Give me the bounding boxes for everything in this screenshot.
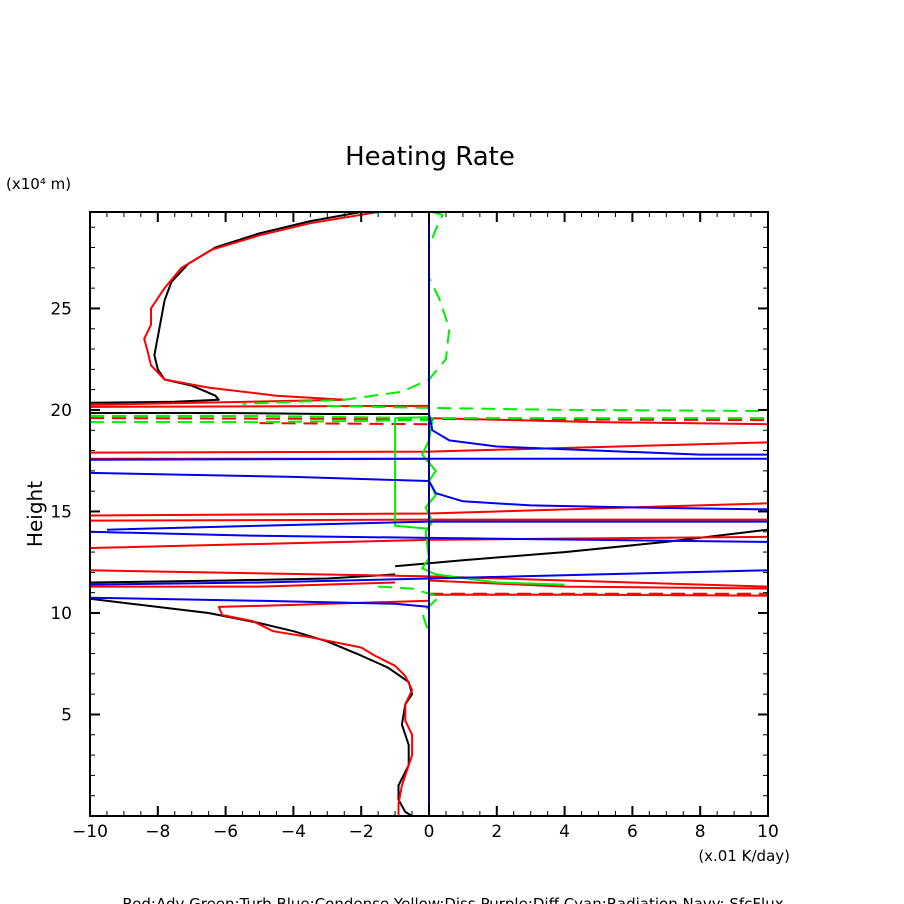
series-line-adv-h7 bbox=[429, 593, 768, 597]
series-line-condense-h3 bbox=[106, 520, 768, 531]
series-line-adv-h11 bbox=[90, 581, 396, 588]
x-tick-label: 0 bbox=[424, 822, 435, 842]
series-line-total-lower bbox=[90, 597, 414, 816]
x-tick-label: −2 bbox=[349, 822, 374, 842]
series-line-condense bbox=[428, 413, 768, 456]
x-axis-label: (x.01 K/day) bbox=[698, 847, 790, 865]
x-tick-label: −4 bbox=[281, 822, 306, 842]
series-line-total-cross3 bbox=[90, 573, 396, 584]
series-line-turb-h2 bbox=[90, 415, 768, 420]
series-line-condense-h6 bbox=[90, 596, 430, 608]
y-tick-labels: 5 10 15 20 25 bbox=[50, 299, 72, 725]
axes-layer bbox=[89, 211, 769, 817]
series-layer bbox=[90, 212, 768, 816]
x-tick-label: 2 bbox=[491, 822, 502, 842]
series-line-total-cross bbox=[395, 528, 768, 568]
series-line-adv bbox=[90, 212, 379, 406]
series-line-total bbox=[90, 212, 362, 404]
series-line-adv-h10 bbox=[428, 417, 768, 426]
x-tick-label: 4 bbox=[559, 822, 570, 842]
y-tick-label: 15 bbox=[50, 502, 72, 522]
series-line-turb-h3 bbox=[90, 419, 430, 424]
series-line-adv-h8 bbox=[428, 579, 768, 590]
y-tick-label: 20 bbox=[50, 401, 72, 421]
series-line-condense-h2 bbox=[90, 471, 768, 511]
series-line-turb-box bbox=[394, 416, 430, 530]
series-line-adv-dash-mid bbox=[259, 422, 430, 426]
x-tick-label: −8 bbox=[145, 822, 170, 842]
series-line-turb bbox=[242, 212, 451, 405]
x-tick-labels: −10 −8 −6 −4 −2 0 2 4 6 8 10 bbox=[72, 822, 779, 842]
chart-title: Heating Rate bbox=[345, 142, 515, 172]
x-tick-label: −10 bbox=[72, 822, 108, 842]
x-tick-label: 6 bbox=[627, 822, 638, 842]
series-line-turb-h1 bbox=[327, 404, 768, 412]
x-tick-label: −6 bbox=[213, 822, 238, 842]
y-unit-label: (x10⁴ m) bbox=[6, 175, 71, 193]
y-tick-label: 10 bbox=[50, 604, 72, 624]
series-line-total-cross2 bbox=[90, 412, 429, 415]
y-axis-label: Height bbox=[23, 481, 47, 547]
x-tick-label: 10 bbox=[757, 822, 779, 842]
x-tick-label: 8 bbox=[695, 822, 706, 842]
legend-text: Red:Adv Green:Turb Blue:Condense Yellow:… bbox=[122, 895, 783, 904]
series-line-adv-lower bbox=[217, 599, 430, 816]
y-tick-label: 25 bbox=[50, 299, 72, 319]
y-tick-label: 5 bbox=[61, 705, 72, 725]
